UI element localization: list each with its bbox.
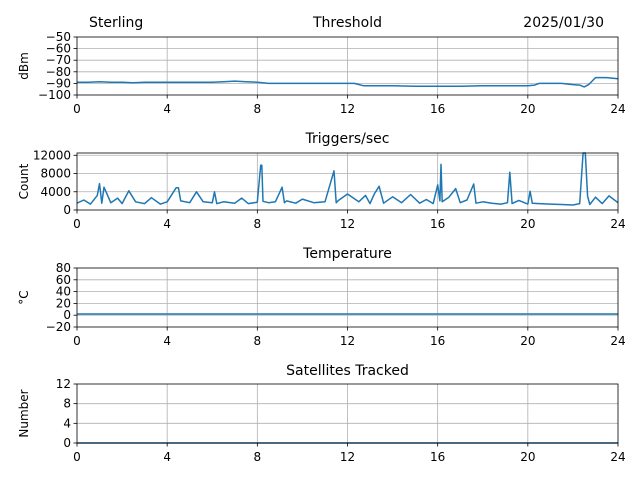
y-tick-label: 60 — [56, 273, 71, 287]
y-axis-label: dBm — [17, 52, 31, 80]
series-line — [77, 76, 618, 88]
y-tick-label: 40 — [56, 285, 71, 299]
y-tick-label: 0 — [63, 436, 71, 450]
y-tick-label: −100 — [38, 88, 71, 102]
y-tick-label: 80 — [56, 261, 71, 275]
x-tick-label: 24 — [610, 450, 625, 464]
x-tick-label: 20 — [520, 450, 535, 464]
y-tick-label: 8000 — [40, 167, 71, 181]
x-tick-label: 8 — [254, 334, 262, 348]
x-tick-label: 16 — [430, 334, 445, 348]
x-tick-label: 20 — [520, 217, 535, 231]
chart-title: Satellites Tracked — [286, 363, 409, 379]
x-tick-label: 4 — [163, 334, 171, 348]
x-tick-label: 20 — [520, 102, 535, 116]
panels: 0 4 8 12 16 20 24 −100−90−80−70−60−50 Threshold d… — [17, 15, 626, 464]
x-tick-label: 0 — [73, 334, 81, 348]
x-tick-label: 0 — [73, 450, 81, 464]
y-axis-label: Number — [17, 389, 31, 437]
x-tick-label: 20 — [520, 334, 535, 348]
y-tick-label: 20 — [56, 296, 71, 310]
x-tick-label: 12 — [340, 450, 355, 464]
x-tick-label: 12 — [340, 217, 355, 231]
y-tick-label: 0 — [63, 203, 71, 217]
x-tick-label: 4 — [163, 450, 171, 464]
y-tick-label: −80 — [46, 65, 71, 79]
x-tick-label: 0 — [73, 217, 81, 231]
x-tick-label: 0 — [73, 102, 81, 116]
station-label: Sterling — [89, 15, 143, 31]
x-tick-label: 4 — [163, 217, 171, 231]
chart-title: Triggers/sec — [305, 131, 390, 147]
chart-panel-2: 0 4 8 12 16 20 24 0 4000 8000 12000 Triggers/sec Cou… — [17, 131, 626, 231]
y-tick-label: 4000 — [40, 185, 71, 199]
x-tick-label: 8 — [254, 217, 262, 231]
x-tick-label: 8 — [254, 450, 262, 464]
x-tick-label: 16 — [430, 450, 445, 464]
y-tick-label: 12 — [56, 377, 71, 391]
x-tick-label: 16 — [430, 217, 445, 231]
y-tick-label: −70 — [46, 53, 71, 67]
chart-title: Threshold — [312, 15, 382, 31]
date-label: 2025/01/30 — [523, 15, 604, 31]
y-tick-label: −90 — [46, 76, 71, 90]
x-tick-label: 24 — [610, 217, 625, 231]
x-tick-label: 24 — [610, 334, 625, 348]
x-tick-label: 12 — [340, 102, 355, 116]
x-tick-label: 12 — [340, 334, 355, 348]
chart-panel-1: 0 4 8 12 16 20 24 −100−90−80−70−60−50 Threshold d… — [17, 15, 626, 116]
chart-title: Temperature — [302, 246, 392, 262]
x-tick-label: 4 — [163, 102, 171, 116]
x-tick-label: 8 — [254, 102, 262, 116]
series-line — [77, 152, 618, 206]
y-tick-label: −50 — [46, 30, 71, 44]
chart-panel-4: 0 4 8 12 16 20 24 0 4 8 12 Satellites Tracked Number — [17, 363, 626, 464]
y-tick-label: −20 — [46, 320, 71, 334]
y-tick-label: 4 — [63, 416, 71, 430]
y-axis-label: Count — [17, 163, 31, 199]
y-tick-label: 0 — [63, 308, 71, 322]
y-axis-label: °C — [17, 290, 31, 304]
y-tick-label: 12000 — [33, 148, 71, 162]
y-tick-label: 8 — [63, 397, 71, 411]
x-tick-label: 16 — [430, 102, 445, 116]
x-tick-label: 24 — [610, 102, 625, 116]
y-tick-label: −60 — [46, 42, 71, 56]
